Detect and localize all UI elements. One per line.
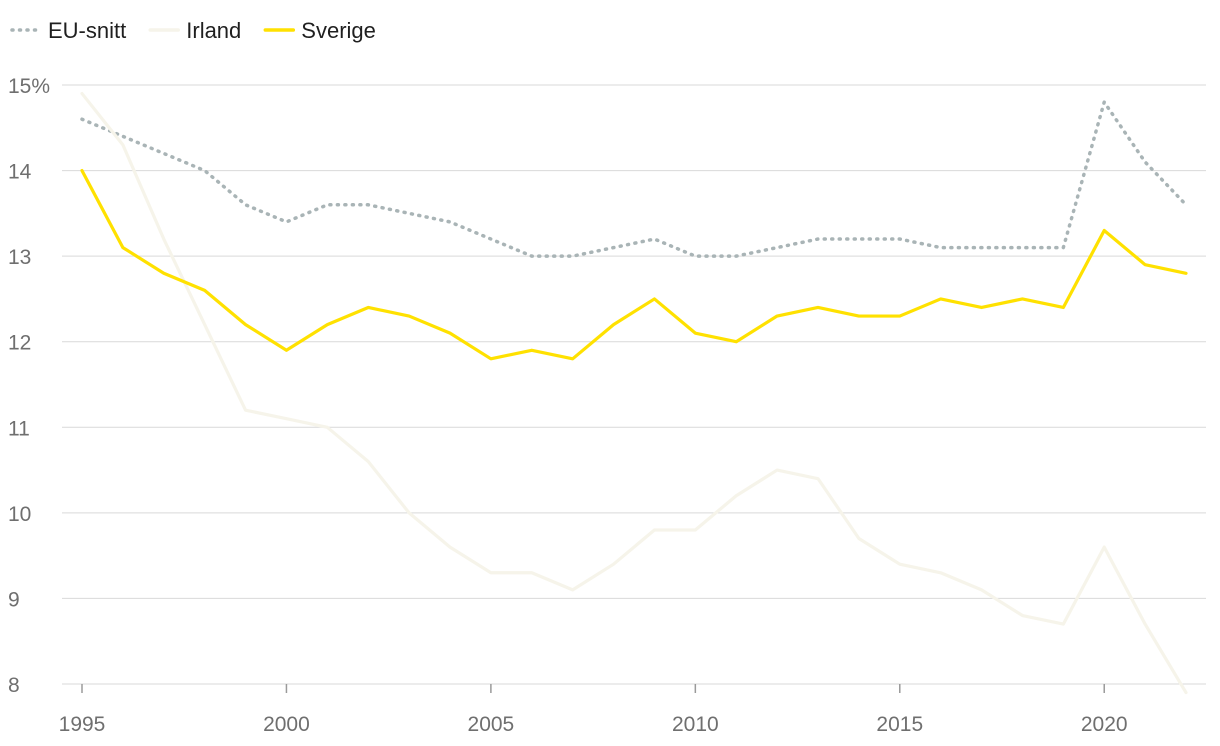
legend-label-eu-snitt: EU-snitt — [48, 18, 126, 43]
series-line-eu-snitt — [80, 100, 1188, 258]
y-tick-label-12: 12 — [8, 332, 31, 355]
x-tick-label-2010: 2010 — [672, 713, 719, 736]
y-tick-label-10: 10 — [8, 503, 31, 526]
y-axis: 8 9 10 11 12 13 14 15% — [8, 75, 50, 697]
plot-area — [80, 91, 1188, 695]
x-tick-label-1995: 1995 — [59, 713, 106, 736]
y-tick-label-13: 13 — [8, 246, 31, 269]
x-tick-label-2000: 2000 — [263, 713, 310, 736]
y-tick-label-8: 8 — [8, 674, 20, 697]
x-tick-label-2015: 2015 — [876, 713, 923, 736]
grid-lines — [62, 84, 1206, 685]
y-tick-label-15: 15% — [8, 75, 50, 98]
y-tick-label-11: 11 — [8, 417, 30, 440]
legend-label-sverige: Sverige — [301, 18, 376, 43]
legend: EU-snitt Irland Sverige — [10, 18, 376, 43]
x-tick-label-2020: 2020 — [1081, 713, 1128, 736]
x-tick-label-2005: 2005 — [468, 713, 515, 736]
series-line-sverige — [80, 168, 1188, 361]
x-axis: 1995 2000 2005 2010 2015 2020 — [59, 684, 1128, 736]
y-tick-label-9: 9 — [8, 588, 20, 611]
y-tick-label-14: 14 — [8, 161, 32, 184]
legend-label-irland: Irland — [186, 18, 241, 43]
series-line-irland — [80, 91, 1188, 695]
